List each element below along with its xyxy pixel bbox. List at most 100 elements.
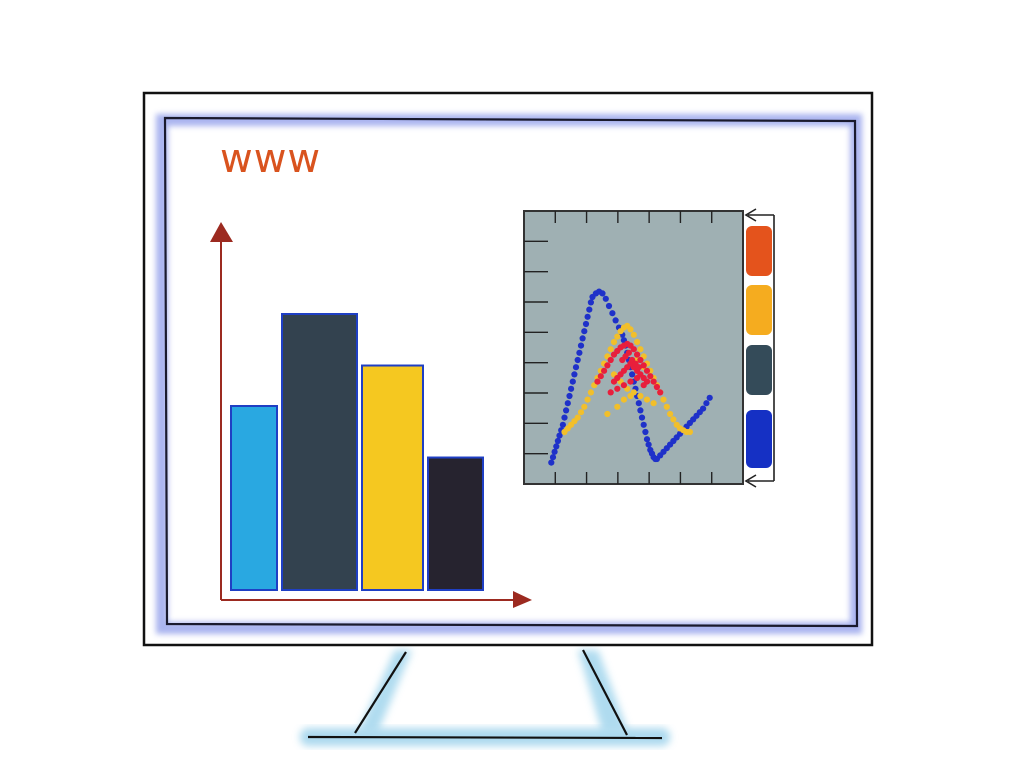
- bar: [230, 405, 278, 591]
- scatter-point: [642, 428, 649, 436]
- scatter-point: [640, 362, 647, 369]
- scatter-point: [637, 407, 644, 414]
- scatter-point: [630, 346, 637, 353]
- scatter-point: [670, 416, 677, 423]
- scatter-point: [607, 356, 614, 364]
- scatter-point: [576, 349, 583, 356]
- bar: [281, 313, 358, 591]
- scatter-point: [604, 410, 611, 418]
- x-axis-arrow: [513, 591, 532, 608]
- scatter-point: [548, 459, 555, 466]
- scatter-point: [634, 338, 641, 346]
- bar: [427, 456, 484, 591]
- scatter-point: [554, 437, 562, 445]
- scatter-point: [582, 320, 590, 328]
- scatter-point: [574, 356, 581, 364]
- scatter-point: [572, 364, 580, 371]
- scatter-point: [650, 400, 657, 407]
- scatter-point: [700, 405, 707, 412]
- scatter-point: [587, 389, 595, 396]
- scatter-point: [660, 396, 667, 403]
- bar-chart-axes: [210, 222, 532, 608]
- scatter-point: [627, 326, 634, 333]
- stand-base: [307, 735, 663, 740]
- scatter-point: [609, 310, 616, 317]
- scatter-point: [607, 389, 614, 396]
- scatter-point: [561, 414, 568, 421]
- scatter-point: [637, 392, 644, 400]
- scatter-point: [602, 295, 609, 302]
- scatter-point: [635, 400, 642, 407]
- scatter-point: [686, 428, 694, 436]
- scatter-point: [643, 367, 651, 374]
- scatter-point: [605, 302, 613, 310]
- legend-swatches: [746, 226, 772, 468]
- scatter-point: [643, 396, 651, 403]
- scatter-point: [620, 382, 628, 389]
- scatter-point: [645, 441, 652, 448]
- scatter-point: [577, 342, 585, 349]
- scatter-point: [579, 335, 586, 342]
- scatter-point: [594, 378, 601, 385]
- scatter-point: [650, 378, 657, 385]
- scatter-ticks: [524, 211, 713, 484]
- stand-neck-left: [354, 651, 407, 734]
- scatter-point: [630, 331, 637, 338]
- scatter-point: [647, 373, 654, 380]
- scatter-point: [566, 392, 573, 400]
- scatter-point: [614, 403, 621, 410]
- scatter-point: [614, 385, 621, 392]
- screen-border: [163, 116, 859, 628]
- scatter-point: [584, 313, 591, 320]
- scatter-point: [564, 400, 571, 407]
- scatter-point: [587, 299, 595, 306]
- stand-neck-right: [582, 649, 628, 736]
- scatter-point: [614, 333, 621, 340]
- scatter-point: [569, 378, 576, 385]
- scatter-point: [604, 362, 611, 369]
- scatter-point: [620, 396, 628, 403]
- color-legend: [744, 208, 775, 488]
- monitor-stand: [300, 649, 670, 746]
- scatter-point: [667, 410, 674, 418]
- scatter-point: [599, 290, 606, 297]
- scatter-point: [556, 432, 563, 439]
- scatter-point: [571, 371, 578, 378]
- scatter-point: [601, 367, 608, 374]
- scatter-point: [637, 356, 644, 364]
- scatter-point: [607, 346, 614, 353]
- scatter-point: [627, 378, 634, 385]
- bar-chart: [230, 313, 484, 591]
- legend-swatch: [746, 226, 772, 276]
- scatter-point: [559, 421, 567, 428]
- scatter-point: [574, 414, 581, 421]
- scatter-point: [640, 421, 647, 428]
- scatter-point: [577, 409, 585, 416]
- legend-arrow-bottom: [744, 474, 757, 488]
- scatter-point: [629, 371, 636, 378]
- scatter-point: [703, 400, 710, 407]
- scatter-point: [610, 338, 618, 346]
- scatter-point: [584, 396, 591, 403]
- scatter-point: [638, 414, 646, 421]
- scatter-point: [643, 436, 651, 443]
- stand-neck-left-glow: [358, 650, 412, 732]
- legend-swatch: [746, 285, 772, 335]
- scatter-points: [548, 288, 713, 466]
- scatter-point: [653, 383, 661, 391]
- scatter-point: [612, 317, 619, 324]
- scatter-point: [634, 351, 641, 358]
- scatter-point: [637, 346, 644, 353]
- bar: [361, 364, 424, 591]
- scatter-chart: [523, 210, 744, 485]
- scatter-point: [568, 385, 575, 392]
- legend-swatch: [746, 410, 772, 468]
- scatter-point: [627, 392, 634, 400]
- scatter-point: [706, 394, 713, 401]
- scatter-point: [581, 403, 588, 410]
- scatter-point: [581, 328, 588, 335]
- scatter-point: [657, 389, 664, 396]
- scatter-point: [640, 382, 647, 389]
- scatter-point: [597, 373, 604, 380]
